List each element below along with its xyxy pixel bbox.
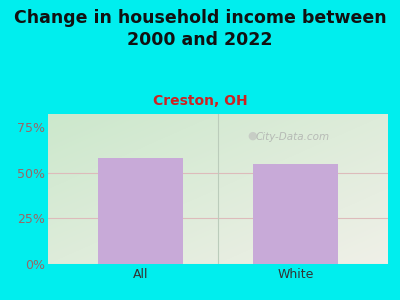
Bar — [98, 158, 183, 264]
Text: Change in household income between
2000 and 2022: Change in household income between 2000 … — [14, 9, 386, 49]
Text: City-Data.com: City-Data.com — [256, 131, 330, 142]
Bar — [253, 164, 338, 264]
Text: ●: ● — [247, 131, 257, 141]
Text: Creston, OH: Creston, OH — [153, 94, 247, 109]
